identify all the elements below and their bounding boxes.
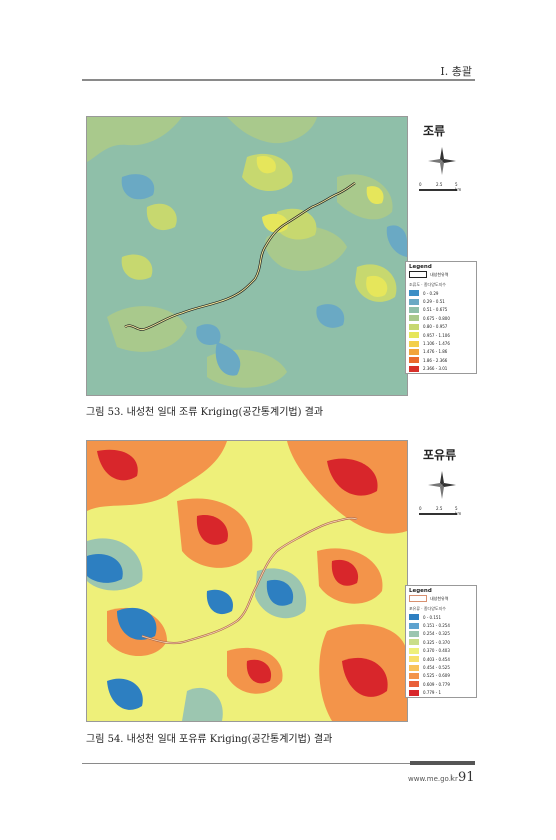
legend-color-swatch (409, 298, 419, 305)
mammal-kriging-map (86, 440, 408, 722)
bird-map-title: 조류 (423, 124, 446, 138)
legend-subtitle: 조류도 · 종다양도지수 (409, 282, 446, 287)
legend-river-item: 내성천유역 (409, 595, 473, 602)
header-rule (82, 79, 475, 81)
legend-color-swatch (409, 622, 419, 629)
legend-subtitle: 포유류 · 종다양도지수 (409, 606, 446, 611)
legend-class-label: 1.86 - 2.366 (423, 357, 448, 363)
legend-class-item: 0 - 0.29 (409, 289, 476, 297)
legend-class-label: 0.51 - 0.675 (423, 307, 448, 313)
legend-color-swatch (409, 681, 419, 688)
legend-class-label: 0.454 - 0.525 (423, 665, 450, 671)
legend-class-label: 1.476 - 1.86 (423, 349, 448, 355)
legend-class-label: 0 - 0.29 (423, 290, 439, 296)
legend-color-swatch (409, 348, 419, 355)
mammal-map-sidebar: 포유류 0 2.5 5 km Legend 내성천유역 포유류 · 종다양도지수… (405, 440, 477, 720)
legend-class-item: 0.370 - 0.403 (409, 647, 476, 655)
legend-class-label: 0.525 - 0.609 (423, 673, 450, 679)
scale-label-max: 5 km (455, 506, 462, 516)
legend-river-item: 내성천유역 (409, 271, 473, 278)
legend-class-item: 0.325 - 0.370 (409, 638, 476, 646)
chapter-header: I. 총괄 (440, 65, 472, 78)
footer-separator: I (450, 773, 453, 782)
legend-class-item: 2.366 - 3.01 (409, 365, 476, 373)
legend-color-swatch (409, 332, 419, 339)
legend-class-item: 0.454 - 0.525 (409, 663, 476, 671)
legend-class-label: 0.609 - 0.779 (423, 681, 450, 687)
legend-class-item: 0.609 - 0.779 (409, 680, 476, 688)
bird-kriging-map (86, 116, 408, 396)
legend-color-swatch (409, 656, 419, 663)
legend-color-swatch (409, 365, 419, 372)
legend-class-label: 2.366 - 3.01 (423, 366, 448, 372)
legend-class-item: 0.151 - 0.254 (409, 621, 476, 629)
legend-class-label: 0.675 - 0.800 (423, 315, 450, 321)
legend-class-item: 0.957 - 1.106 (409, 331, 476, 339)
legend-color-swatch (409, 630, 419, 637)
legend-title: Legend (409, 588, 432, 594)
legend-class-label: 0.403 - 0.454 (423, 656, 450, 662)
legend-class-item: 0.403 - 0.454 (409, 655, 476, 663)
legend-class-label: 0.80 - 0.957 (423, 324, 448, 330)
legend-color-swatch (409, 639, 419, 646)
legend-class-label: 0.151 - 0.254 (423, 623, 450, 629)
legend-class-item: 0.29 - 0.51 (409, 297, 476, 305)
footer-rule (82, 763, 475, 764)
legend-color-swatch (409, 306, 419, 313)
legend-class-item: 0.779 - 1 (409, 689, 476, 697)
legend-color-swatch (409, 340, 419, 347)
legend-class-item: 0.675 - 0.800 (409, 314, 476, 322)
figure-54-caption: 그림 54. 내성천 일대 포유류 Kriging(공간통계기법) 결과 (86, 734, 333, 745)
legend-class-item: 1.86 - 2.366 (409, 356, 476, 364)
legend-color-swatch (409, 315, 419, 322)
footer-accent-bar (410, 761, 475, 765)
legend-class-label: 0.325 - 0.370 (423, 639, 450, 645)
footer-url: www.me.go.kr (408, 775, 458, 783)
figure-53-caption: 그림 53. 내성천 일대 조류 Kriging(공간통계기법) 결과 (86, 407, 324, 418)
legend-color-swatch (409, 672, 419, 679)
bird-legend: Legend 내성천유역 조류도 · 종다양도지수 0 - 0.29 0.29 -… (405, 261, 477, 374)
legend-class-item: 0.80 - 0.957 (409, 323, 476, 331)
legend-class-item: 1.106 - 1.476 (409, 339, 476, 347)
legend-class-label: 0.957 - 1.106 (423, 332, 450, 338)
legend-color-swatch (409, 357, 419, 364)
legend-class-item: 0.254 - 0.325 (409, 630, 476, 638)
legend-class-item: 1.476 - 1.86 (409, 348, 476, 356)
mammal-map-title: 포유류 (423, 448, 457, 462)
legend-class-item: 0 - 0.151 (409, 613, 476, 621)
legend-color-swatch (409, 664, 419, 671)
legend-class-label: 1.106 - 1.476 (423, 341, 450, 347)
legend-class-label: 0.29 - 0.51 (423, 299, 445, 305)
legend-class-item: 0.51 - 0.675 (409, 306, 476, 314)
legend-class-label: 0.779 - 1 (423, 690, 441, 696)
legend-class-label: 0.370 - 0.403 (423, 648, 450, 654)
legend-color-swatch (409, 647, 419, 654)
scale-label-mid: 2.5 (436, 182, 443, 187)
scale-label-0: 0 (419, 506, 422, 511)
legend-color-swatch (409, 290, 419, 297)
scale-label-mid: 2.5 (436, 506, 443, 511)
legend-color-swatch (409, 614, 419, 621)
legend-color-swatch (409, 323, 419, 330)
north-arrow-icon (428, 147, 456, 175)
scale-label-0: 0 (419, 182, 422, 187)
legend-class-item: 0.525 - 0.609 (409, 672, 476, 680)
mammal-legend: Legend 내성천유역 포유류 · 종다양도지수 0 - 0.151 0.151… (405, 585, 477, 698)
legend-class-label: 0 - 0.151 (423, 614, 441, 620)
bird-map-sidebar: 조류 0 2.5 5 km Legend 내성천유역 조류도 · 종다양도지수 … (405, 116, 477, 394)
page-number: 91 (458, 770, 475, 785)
legend-class-label: 0.254 - 0.325 (423, 631, 450, 637)
north-arrow-icon (428, 471, 456, 499)
legend-title: Legend (409, 264, 432, 270)
scale-label-max: 5 km (455, 182, 462, 192)
legend-color-swatch (409, 689, 419, 696)
